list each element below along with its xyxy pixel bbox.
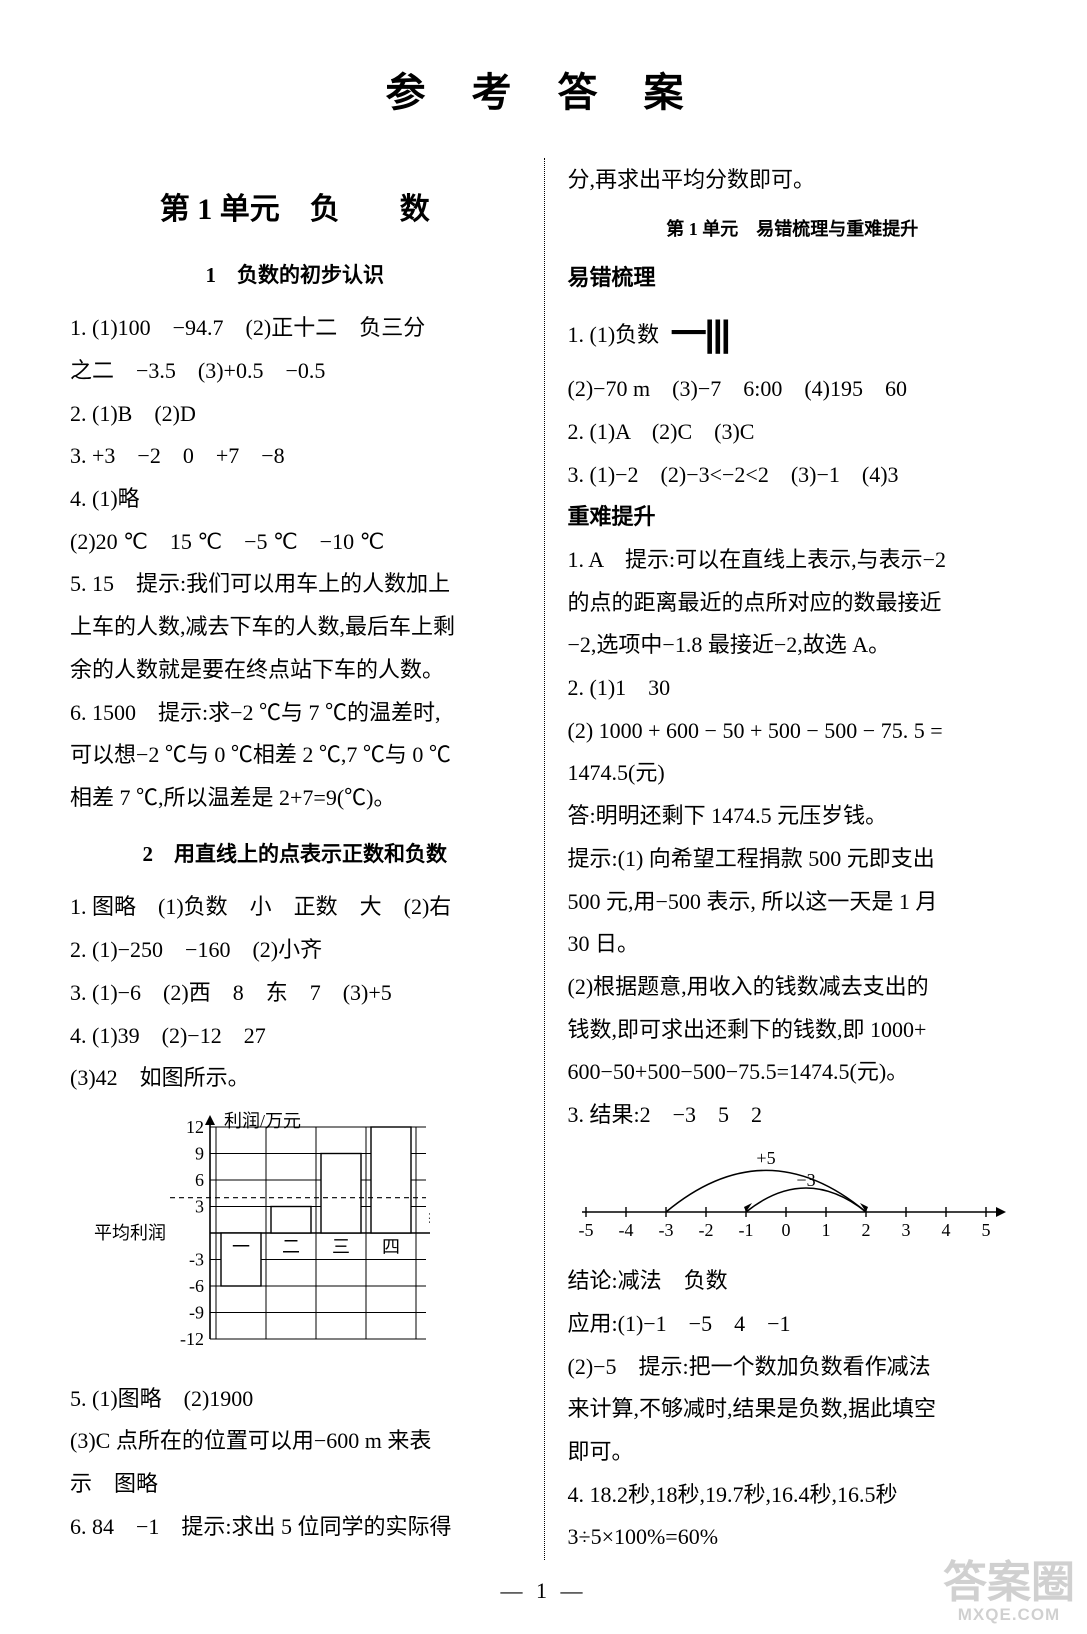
answer-line: 余的人数就是要在终点站下车的人数。 [70,650,520,691]
tally-icon: 一||| [665,313,729,354]
answer-line: 提示:(1) 向希望工程捐款 500 元即支出 [568,839,1018,880]
answer-line: 5. 15 提示:我们可以用车上的人数加上 [70,564,520,605]
answer-line: (2)−70 m (3)−7 6:00 (4)195 60 [568,369,1018,410]
answer-line: −2,选项中−1.8 最接近−2,故选 A。 [568,625,1018,666]
answer-line: 上车的人数,减去下车的人数,最后车上剩 [70,607,520,648]
svg-text:9: 9 [195,1143,204,1163]
svg-text:-6: -6 [189,1276,204,1296]
answer-line: 600−50+500−500−75.5=1474.5(元)。 [568,1052,1018,1093]
svg-text:利润/万元: 利润/万元 [224,1111,301,1131]
svg-text:-1: -1 [738,1220,753,1240]
answer-line: 4. (1)略 [70,479,520,520]
answer-text: 1. (1)负数 [568,322,660,347]
svg-text:-5: -5 [578,1220,593,1240]
answer-line: 可以想−2 ℃与 0 ℃相差 2 ℃,7 ℃与 0 ℃ [70,735,520,776]
answer-line: 6. 1500 提示:求−2 ℃与 7 ℃的温差时, [70,693,520,734]
answer-line: 1. 图略 (1)负数 小 正数 大 (2)右 [70,887,520,928]
svg-text:5: 5 [981,1220,990,1240]
svg-text:−3: −3 [796,1170,815,1190]
page-number: — 1 — [70,1578,1017,1604]
svg-text:一: 一 [232,1237,250,1257]
svg-text:4: 4 [941,1220,950,1240]
svg-text:-12: -12 [180,1329,204,1349]
answer-line: 4. 18.2秒,18秒,19.7秒,16.4秒,16.5秒 [568,1475,1018,1516]
answer-line: 分,再求出平均分数即可。 [568,160,1018,201]
answer-line: 3. 结果:2 −3 5 2 [568,1095,1018,1136]
answer-line: 2. (1)−250 −160 (2)小齐 [70,930,520,971]
svg-text:-3: -3 [189,1249,204,1269]
svg-text:2: 2 [861,1220,870,1240]
svg-text:3: 3 [195,1196,204,1216]
svg-text:三: 三 [332,1237,350,1257]
answer-line: 的点的距离最近的点所对应的数最接近 [568,583,1018,624]
answer-line: 来计算,不够减时,结果是负数,据此填空 [568,1389,1018,1430]
answer-line: 3. +3 −2 0 +7 −8 [70,436,520,477]
watermark-line2: MXQE.COM [943,1606,1075,1624]
answer-line: 2. (1)B (2)D [70,394,520,435]
right-column: 分,再求出平均分数即可。 第 1 单元 易错梳理与重难提升 易错梳理 1. (1… [544,158,1018,1560]
svg-text:平均利润: 平均利润 [94,1223,166,1243]
svg-text:0: 0 [781,1220,790,1240]
answer-line: 应用:(1)−1 −5 4 −1 [568,1304,1018,1345]
answer-line: 4. (1)39 (2)−12 27 [70,1016,520,1057]
svg-text:1: 1 [821,1220,830,1240]
answer-line: 1474.5(元) [568,753,1018,794]
columns: 第 1 单元 负 数 1 负数的初步认识 1. (1)100 −94.7 (2)… [70,158,1017,1560]
answer-line: (2)根据题意,用收入的钱数减去支出的 [568,967,1018,1008]
answer-line: (2)−5 提示:把一个数加负数看作减法 [568,1347,1018,1388]
svg-text:-9: -9 [189,1302,204,1322]
answer-line: 3. (1)−6 (2)西 8 东 7 (3)+5 [70,973,520,1014]
section-2-title: 2 用直线上的点表示正数和负数 [70,835,520,874]
section-1-title: 1 负数的初步认识 [70,256,520,295]
answer-line: 示 图略 [70,1464,520,1505]
answer-line: 1. (1)负数 一||| [568,301,1018,368]
svg-text:-2: -2 [698,1220,713,1240]
unit-title: 第 1 单元 负 数 [70,182,520,238]
answer-line: 6. 84 −1 提示:求出 5 位同学的实际得 [70,1507,520,1548]
svg-text:二: 二 [282,1237,300,1257]
answer-line: 相差 7 ℃,所以温差是 2+7=9(℃)。 [70,778,520,819]
error-section-label: 易错梳理 [568,258,1018,299]
svg-text:-4: -4 [618,1220,633,1240]
answer-line: (2) 1000 + 600 − 50 + 500 − 500 − 75. 5 … [568,711,1018,752]
svg-text:12: 12 [186,1117,204,1137]
answer-line: 1. (1)100 −94.7 (2)正十二 负三分 [70,308,520,349]
bar-chart-svg: 12 9 6 3 -3 -6 -9 -12 利润/万元季度平均利润一 二 三 四 [90,1107,430,1357]
bar-chart: 12 9 6 3 -3 -6 -9 -12 利润/万元季度平均利润一 二 三 四 [90,1107,520,1371]
svg-text:+5: +5 [756,1148,775,1168]
answer-line: (2)20 ℃ 15 ℃ −5 ℃ −10 ℃ [70,522,520,563]
answer-line: 3. (1)−2 (2)−3<−2<2 (3)−1 (4)3 [568,455,1018,496]
answer-line: (3)42 如图所示。 [70,1058,520,1099]
answer-line: 2. (1)A (2)C (3)C [568,412,1018,453]
page-title: 参 考 答 案 [70,60,1017,118]
hard-section-label: 重难提升 [568,497,1018,538]
column-divider [544,158,545,1560]
svg-text:6: 6 [195,1170,204,1190]
answer-line: 之二 −3.5 (3)+0.5 −0.5 [70,351,520,392]
unit-subheading: 第 1 单元 易错梳理与重难提升 [568,213,1018,246]
number-line-svg: -5 -4 -3 -2 -1 0 1 2 3 4 5 +5 −3 [572,1142,1012,1242]
answer-line: 答:明明还剩下 1474.5 元压岁钱。 [568,796,1018,837]
answer-line: 2. (1)1 30 [568,668,1018,709]
answer-line: 3÷5×100%=60% [568,1517,1018,1558]
number-line: -5 -4 -3 -2 -1 0 1 2 3 4 5 +5 −3 [572,1142,1018,1256]
left-column: 第 1 单元 负 数 1 负数的初步认识 1. (1)100 −94.7 (2)… [70,158,544,1560]
svg-text:四: 四 [382,1237,400,1257]
answer-line: 1. A 提示:可以在直线上表示,与表示−2 [568,540,1018,581]
answer-line: 5. (1)图略 (2)1900 [70,1379,520,1420]
answer-line: 结论:减法 负数 [568,1261,1018,1302]
answer-line: 钱数,即可求出还剩下的钱数,即 1000+ [568,1010,1018,1051]
svg-text:季度: 季度 [428,1209,430,1229]
answer-line: 30 日。 [568,924,1018,965]
answer-line: 即可。 [568,1432,1018,1473]
answer-line: (3)C 点所在的位置可以用−600 m 来表 [70,1421,520,1462]
svg-text:-3: -3 [658,1220,673,1240]
svg-text:3: 3 [901,1220,910,1240]
answer-line: 500 元,用−500 表示, 所以这一天是 1 月 [568,882,1018,923]
